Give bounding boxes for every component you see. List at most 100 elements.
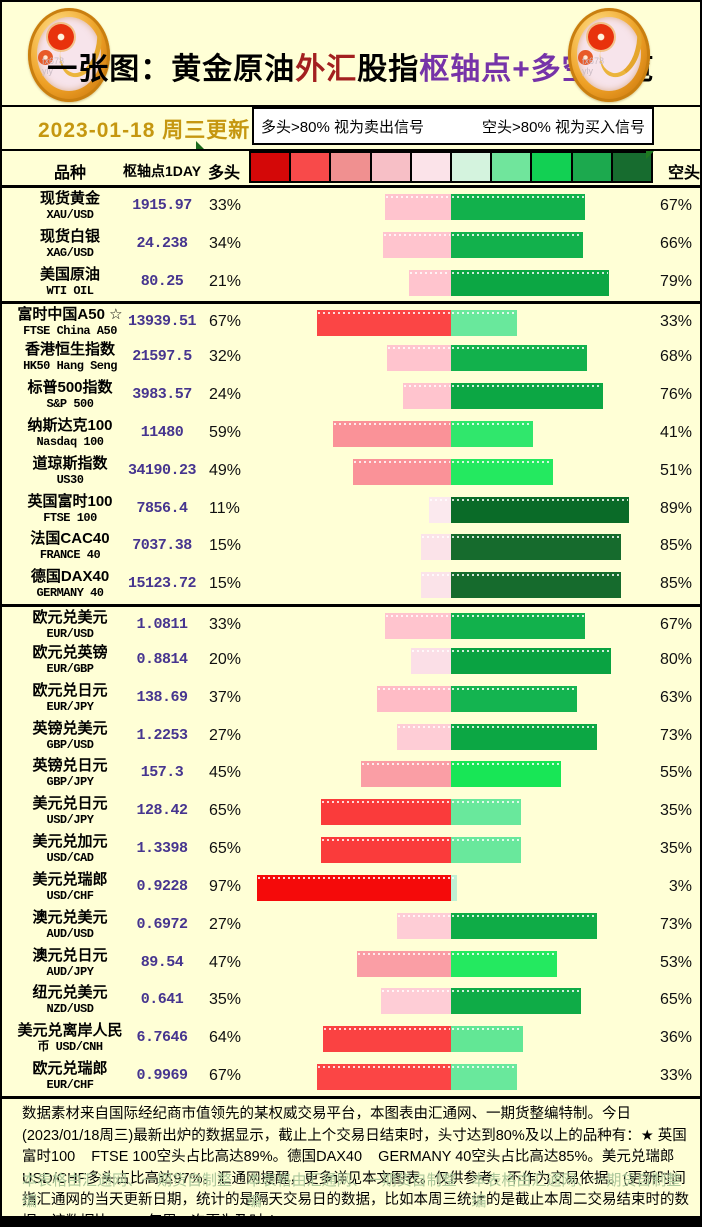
pivot-value: 0.6972 [136, 915, 188, 933]
instrument-name: 欧元兑美元 [32, 609, 108, 627]
long-percent: 65% [209, 802, 242, 820]
long-percent: 37% [209, 688, 242, 706]
long-percent: 24% [209, 386, 242, 404]
long-bar [357, 950, 451, 977]
long-percent: 45% [209, 764, 242, 782]
short-percent: 67% [659, 197, 692, 214]
flower-icon [588, 24, 614, 50]
instrument-name: 法国CAC40 [30, 530, 110, 548]
short-bar [451, 1064, 517, 1091]
instrument-code: GBP/USD [46, 737, 94, 752]
footer-block: 数据素材来自国际经纪商市值领先的某权威交易平台，本图表由汇通网、一期货整编特制。… [0, 1096, 702, 1227]
short-percent: 35% [659, 840, 692, 858]
long-bar [381, 988, 451, 1015]
short-bar [451, 723, 597, 750]
col-header-variety: 品种 [53, 165, 86, 182]
long-bar [317, 310, 451, 337]
short-bar [451, 874, 457, 901]
instrument-code: Nasdaq 100 [36, 434, 104, 449]
instrument-name: 道琼斯指数 [32, 454, 108, 472]
instrument-name: 美元兑瑞郎 [32, 870, 108, 888]
instrument: 英国富时100 FTSE 100 [0, 493, 140, 527]
pivot-value: 34190.23 [127, 461, 197, 479]
instrument: 美元兑离岸人民币 USD/CNH [0, 1022, 140, 1056]
instrument: 澳元兑日元 AUD/JPY [0, 947, 140, 981]
instrument: 美元兑瑞郎 USD/CHF [0, 871, 140, 905]
short-bar [451, 1026, 523, 1053]
instrument-name: 美元兑加元 [32, 833, 108, 851]
scale-step [409, 153, 451, 181]
long-percent: 97% [209, 877, 242, 895]
short-percent: 51% [659, 461, 692, 479]
flower-small-icon [578, 50, 593, 65]
long-percent: 21% [209, 272, 242, 290]
instrument-code: S&P 500 [46, 397, 94, 412]
col-header-short: 空头 [668, 165, 701, 182]
pivot-value: 1.2253 [136, 726, 188, 744]
long-percent: 27% [209, 915, 242, 933]
pivot-value: 0.641 [140, 991, 184, 1009]
table-row: 欧元兑美元 EUR/USD 1.0811 33% 67% [0, 604, 702, 642]
short-bar [451, 685, 577, 712]
instrument-code: AUD/JPY [46, 964, 94, 979]
instrument-name: 香港恒生指数 [24, 341, 115, 359]
instrument-code: FRANCE 40 [39, 548, 101, 563]
table-row: 澳元兑美元 AUD/USD 0.6972 27% 73% [0, 907, 702, 945]
long-percent: 64% [209, 1029, 242, 1047]
short-percent: 76% [659, 386, 692, 404]
short-bar [451, 950, 557, 977]
short-percent: 35% [659, 802, 692, 820]
instrument-name: 英镑兑日元 [32, 757, 108, 775]
short-percent: 66% [659, 234, 692, 252]
instrument: 欧元兑英镑 EUR/GBP [0, 644, 140, 678]
long-bar [397, 912, 451, 939]
instrument: 现货白银 XAG/USD [0, 228, 140, 262]
instrument-name: 澳元兑日元 [32, 946, 108, 964]
instrument-name: 英镑兑美元 [32, 719, 108, 737]
pivot-value: 6.7646 [136, 1029, 188, 1047]
short-bar [451, 912, 597, 939]
table-row: 道琼斯指数 US30 34190.23 49% 51% [0, 453, 702, 491]
pivot-value: 128.42 [136, 802, 188, 820]
table-row: 澳元兑日元 AUD/JPY 89.54 47% 53% [0, 945, 702, 983]
long-percent: 20% [209, 650, 242, 668]
instrument-name: 美元兑日元 [32, 795, 108, 813]
table-row: 纳斯达克100 Nasdaq 100 11480 59% 41% [0, 415, 702, 453]
legend-short-note: 空头>80% 视为买入信号 [482, 118, 645, 136]
instrument-name: 欧元兑日元 [32, 681, 108, 699]
instrument: 欧元兑瑞郎 EUR/CHF [0, 1060, 140, 1094]
long-bar [409, 269, 451, 296]
long-percent: 47% [209, 953, 242, 971]
short-percent: 68% [659, 348, 692, 366]
title-segment: 一张图：黄金原油 [47, 53, 296, 86]
credit-text: 本表格由汇通网、一期货自制整编 [22, 1172, 233, 1210]
short-percent: 3% [668, 877, 692, 895]
instrument-code: USD/JPY [46, 813, 94, 828]
table-row: 美元兑瑞郎 USD/CHF 0.9228 97% 3% [0, 869, 702, 907]
table-row: 标普500指数 S&P 500 3983.57 24% 76% [0, 377, 702, 415]
instrument: 英镑兑日元 GBP/JPY [0, 757, 140, 791]
short-bar [451, 310, 517, 337]
long-bar [323, 1026, 451, 1053]
instrument: 英镑兑美元 GBP/USD [0, 720, 140, 754]
col-header-pivot: 枢轴点1DAY [122, 163, 202, 179]
long-bar [383, 231, 451, 258]
long-bar [397, 723, 451, 750]
credit-text: 本表格由汇通网、一期货自制整编 [246, 1172, 457, 1210]
instrument: 法国CAC40 FRANCE 40 [0, 530, 140, 564]
scale-step [490, 153, 531, 181]
table-row: 德国DAX40 GERMANY 40 15123.72 15% 85% [0, 566, 702, 604]
instrument: 纽元兑美元 NZD/USD [0, 984, 140, 1018]
scale-step [530, 153, 571, 181]
table-row: 欧元兑瑞郎 EUR/CHF 0.9969 67% 33% [0, 1058, 702, 1096]
short-bar [451, 647, 611, 674]
short-percent: 85% [659, 537, 692, 555]
long-bar [387, 345, 451, 372]
instrument-code: EUR/CHF [46, 1078, 94, 1093]
short-percent: 67% [659, 616, 692, 634]
pivot-value: 0.9969 [136, 1067, 188, 1085]
short-bar [451, 458, 553, 485]
legend-long-note: 多头>80% 视为卖出信号 [261, 118, 424, 136]
short-percent: 73% [659, 726, 692, 744]
instrument: 现货黄金 XAU/USD [0, 190, 140, 224]
